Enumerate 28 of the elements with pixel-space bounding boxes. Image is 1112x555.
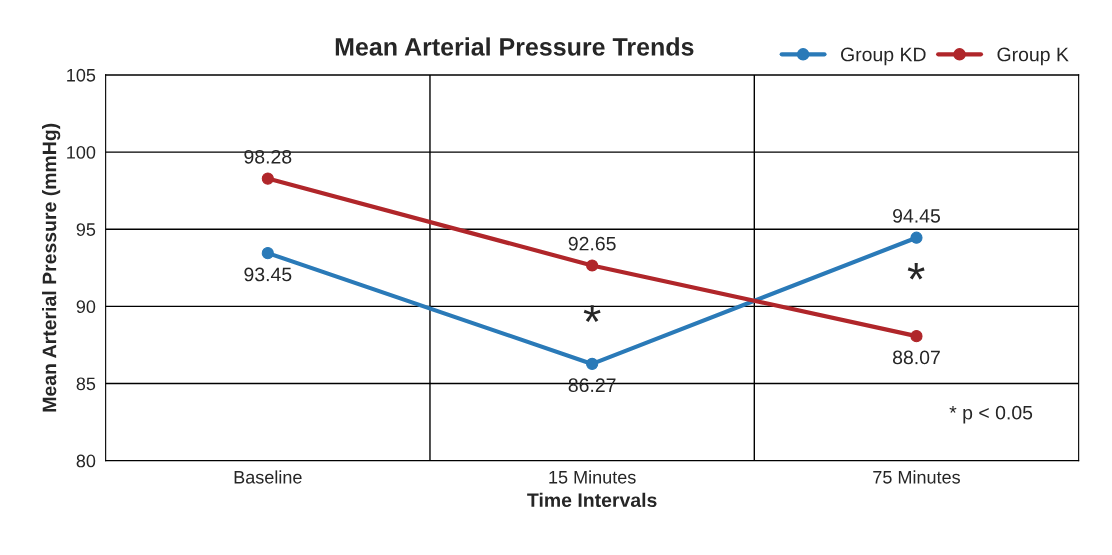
annotation: * p < 0.05 xyxy=(949,405,1033,424)
annotation: * xyxy=(583,305,601,322)
data-label: 98.28 xyxy=(244,149,292,164)
point xyxy=(261,172,274,185)
x-tick-label: 75 Minutes xyxy=(873,470,960,484)
y-tick-label: 105 xyxy=(67,68,96,82)
point xyxy=(261,247,274,260)
x-tick-label: Baseline xyxy=(234,470,302,484)
x-tick-label: 15 Minutes xyxy=(549,470,636,484)
y-tick-label: 100 xyxy=(67,146,96,159)
chart-title: Mean Arterial Pressure Trends xyxy=(335,37,694,56)
annotation: * xyxy=(907,262,925,280)
y-axis-title: Mean Arterial Pressure (mmHg) xyxy=(42,123,61,412)
y-tick-label: 90 xyxy=(76,300,96,314)
x-axis-title: Time Intervals xyxy=(527,492,657,508)
y-tick-label: 95 xyxy=(76,223,96,236)
y-tick-label: 85 xyxy=(76,377,96,391)
data-label: 93.45 xyxy=(244,267,292,282)
data-label: 94.45 xyxy=(893,208,940,223)
y-tick-label: 80 xyxy=(76,454,96,468)
point xyxy=(586,259,599,272)
legend-label: Group K xyxy=(997,47,1069,66)
data-label: 88.07 xyxy=(892,350,940,365)
point xyxy=(910,231,923,244)
data-label: 92.65 xyxy=(568,236,616,251)
point xyxy=(910,330,923,343)
legend-label: Group KD xyxy=(841,47,926,66)
point xyxy=(586,357,599,370)
